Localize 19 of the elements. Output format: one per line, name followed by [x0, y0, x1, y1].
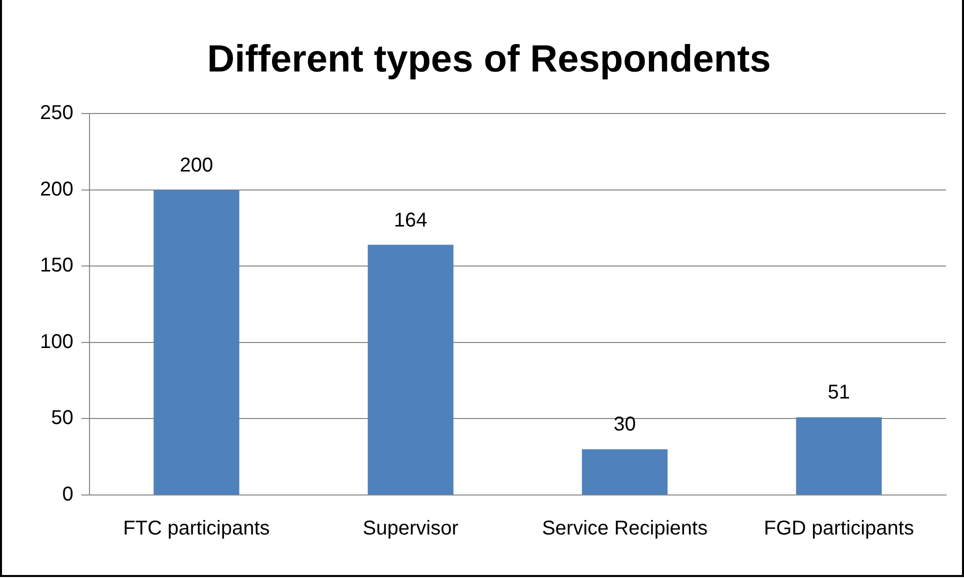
bar [796, 417, 882, 494]
x-tick-label: Supervisor [362, 518, 459, 540]
x-tick-label: FGD participants [764, 518, 914, 540]
x-tick-label: FTC participants [123, 518, 270, 540]
y-tick-label: 0 [62, 484, 74, 506]
bar [154, 190, 240, 494]
y-tick-label: 250 [40, 102, 74, 124]
y-tick-label: 200 [40, 178, 74, 200]
chart-title: Different types of Respondents [207, 38, 771, 80]
data-label: 200 [180, 154, 214, 176]
data-label: 51 [828, 382, 850, 404]
data-label: 164 [394, 209, 428, 232]
x-tick-label: Service Recipients [542, 518, 708, 540]
y-tick-label: 100 [40, 330, 74, 353]
y-tick-label: 50 [51, 407, 74, 430]
bar [368, 244, 454, 494]
y-tick-label: 150 [40, 254, 74, 277]
bar [582, 449, 668, 494]
data-label: 30 [614, 414, 636, 436]
